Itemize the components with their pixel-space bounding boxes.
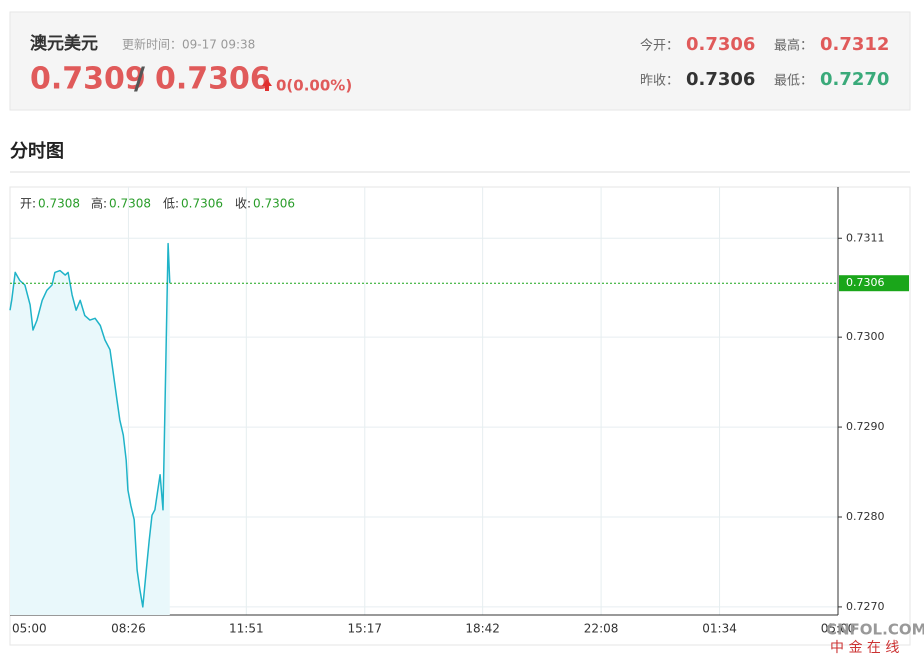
x-tick-label: 01:34 [702,622,737,636]
separator: / [134,62,145,97]
x-tick-label: 05:00 [12,622,47,636]
info-label: 收: [235,197,251,211]
stat-label: 最高： [774,38,813,54]
plot: 0.7311 0.7300 0.7290 0.7280 0.7270 05:00 08:26… [9,187,909,636]
y-tick-label: 0.7311 [846,231,885,244]
y-tick-label: 0.7280 [846,510,885,523]
section-title: 分时图 [10,141,64,162]
stat-label: 昨收： [640,74,679,89]
x-tick-label: 22:08 [584,622,619,636]
info-value: 0.7306 [253,197,295,211]
y-tick-label: 0.7270 [846,600,885,613]
info-label: 开: [20,197,36,211]
ask-price: 0.7306 [155,62,271,97]
info-value: 0.7308 [109,197,151,211]
info-value: 0.7308 [38,197,80,211]
x-tick-label: 08:26 [111,622,146,636]
y-tick-label: 0.7290 [846,420,885,433]
y-tick-label: 0.7300 [846,330,885,343]
update-time: 更新时间：09-17 09:38 [122,37,255,52]
info-label: 低: [163,197,179,211]
stat-value: 0.7306 [686,34,755,55]
x-tick-label: 05:00 [821,622,856,636]
bid-price: 0.7309 [30,62,146,97]
info-value: 0.7306 [181,197,223,211]
change: 0(0.00%) [276,77,352,95]
stat-label: 今开： [640,38,679,54]
up-arrow [262,79,272,91]
x-tick-label: 18:42 [465,622,500,636]
reference-tag [839,275,909,292]
watermark-brand: CNFOL.COM [826,621,924,639]
reference-label: 0.7306 [846,276,885,289]
x-tick-label: 11:51 [229,622,264,636]
stat-value: 0.7306 [686,69,755,90]
stat-value: 0.7270 [820,69,889,90]
quote-panel [9,11,911,111]
watermark-name: 中 金 在 线 [830,640,899,656]
price-line [9,242,171,608]
stat-value: 0.7312 [820,34,889,55]
stat-label: 最低： [774,74,813,89]
info-label: 高: [91,196,107,211]
area [10,243,170,615]
symbol-title: 澳元美元 [30,33,98,54]
x-tick-label: 15:17 [347,622,382,636]
